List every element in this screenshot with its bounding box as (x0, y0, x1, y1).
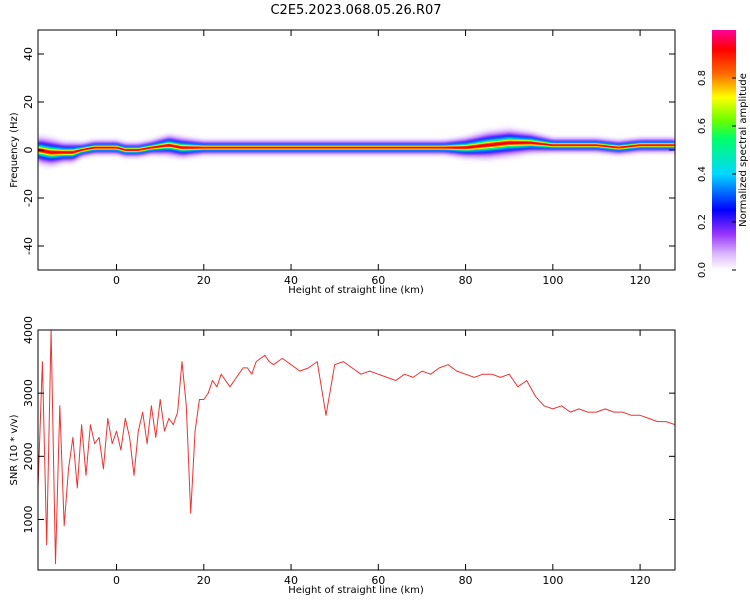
x-tick-label: 120 (630, 574, 651, 587)
colorbar-tick-label: 0.8 (697, 70, 708, 86)
colorbar-tick-label: 0.2 (697, 214, 708, 230)
bottom-x-ticks: 0 20 40 60 80 100 120 (113, 330, 651, 587)
x-tick-label: 40 (284, 574, 298, 587)
y-tick-label: 2000 (22, 442, 35, 470)
bottom-y-axis-label: SNR (10 * v/v) (9, 414, 20, 485)
bottom-y-ticks: 1000 2000 3000 4000 (22, 316, 675, 533)
y-tick-label: 3000 (22, 379, 35, 407)
colorbar-label: Normalized spectral amplitude (738, 73, 749, 227)
figure-title: C2E5.2023.068.05.26.R07 (270, 3, 441, 18)
top-x-ticks: 0 20 40 60 80 100 120 (113, 30, 651, 287)
y-tick-label: 20 (22, 95, 35, 109)
x-tick-label: 20 (197, 274, 211, 287)
y-tick-label: -40 (22, 237, 35, 255)
y-tick-label: 0 (22, 147, 35, 154)
spectral-ridge (38, 127, 675, 168)
y-tick-label: 40 (22, 47, 35, 61)
x-tick-label: 80 (459, 274, 473, 287)
y-tick-label: -20 (22, 189, 35, 207)
top-y-ticks: 40 20 0 -20 -40 (22, 47, 675, 255)
x-tick-label: 120 (630, 274, 651, 287)
x-tick-label: 0 (113, 574, 120, 587)
x-tick-label: 100 (542, 274, 563, 287)
top-y-axis-label: Frequency (Hz) (9, 112, 20, 188)
x-tick-label: 80 (459, 574, 473, 587)
y-tick-label: 4000 (22, 316, 35, 344)
bottom-x-axis-label: Height of straight line (km) (288, 585, 424, 596)
x-tick-label: 20 (197, 574, 211, 587)
colorbar-tick-label: 0.4 (697, 166, 708, 182)
x-tick-label: 40 (284, 274, 298, 287)
snr-frame (37, 329, 676, 571)
colorbar-ticks: 0.0 0.2 0.4 0.6 0.8 (697, 70, 736, 278)
ridge-red (38, 141, 675, 154)
colorbar-tick-label: 0.6 (697, 118, 708, 134)
snr-panel: 0 20 40 60 80 100 120 1000 2000 3000 4000 Height … (9, 316, 676, 596)
colorbar-gradient (712, 30, 736, 270)
spectrogram-panel: 0 20 40 60 80 100 120 40 20 0 -20 -40 Height of st… (9, 29, 676, 296)
x-tick-label: 100 (542, 574, 563, 587)
top-x-axis-label: Height of straight line (km) (288, 285, 424, 296)
y-tick-label: 1000 (22, 505, 35, 533)
x-tick-label: 60 (371, 574, 385, 587)
colorbar-tick-label: 0.0 (697, 262, 708, 278)
snr-series-line (38, 330, 675, 565)
x-tick-label: 60 (371, 274, 385, 287)
x-tick-label: 0 (113, 274, 120, 287)
colorbar: 0.0 0.2 0.4 0.6 0.8 Normalized spectral ampl… (697, 30, 749, 278)
